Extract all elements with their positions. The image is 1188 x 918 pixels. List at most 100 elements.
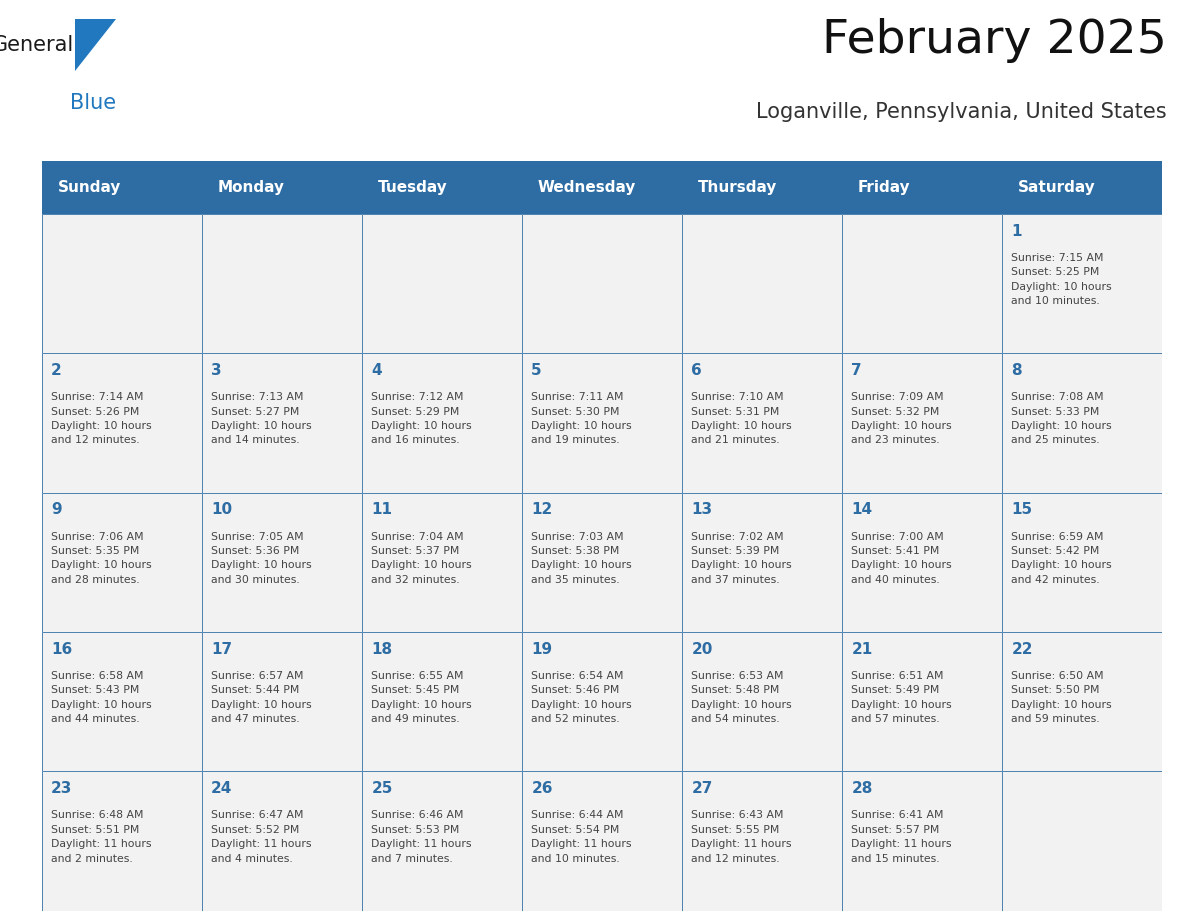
Text: 26: 26 — [531, 781, 552, 796]
Text: 15: 15 — [1011, 502, 1032, 518]
FancyBboxPatch shape — [522, 214, 682, 353]
Text: 19: 19 — [531, 642, 552, 656]
Text: Sunrise: 7:05 AM
Sunset: 5:36 PM
Daylight: 10 hours
and 30 minutes.: Sunrise: 7:05 AM Sunset: 5:36 PM Dayligh… — [211, 532, 311, 585]
FancyBboxPatch shape — [42, 493, 202, 632]
Text: Sunrise: 6:51 AM
Sunset: 5:49 PM
Daylight: 10 hours
and 57 minutes.: Sunrise: 6:51 AM Sunset: 5:49 PM Dayligh… — [852, 671, 952, 724]
Text: 20: 20 — [691, 642, 713, 656]
Text: 5: 5 — [531, 363, 542, 378]
Text: Monday: Monday — [217, 180, 285, 195]
FancyBboxPatch shape — [202, 771, 361, 911]
Polygon shape — [75, 19, 116, 71]
Text: 22: 22 — [1011, 642, 1032, 656]
FancyBboxPatch shape — [42, 632, 202, 771]
Text: Sunrise: 6:50 AM
Sunset: 5:50 PM
Daylight: 10 hours
and 59 minutes.: Sunrise: 6:50 AM Sunset: 5:50 PM Dayligh… — [1011, 671, 1112, 724]
FancyBboxPatch shape — [361, 493, 522, 632]
Text: February 2025: February 2025 — [822, 17, 1167, 62]
FancyBboxPatch shape — [682, 214, 842, 353]
Text: Sunrise: 6:58 AM
Sunset: 5:43 PM
Daylight: 10 hours
and 44 minutes.: Sunrise: 6:58 AM Sunset: 5:43 PM Dayligh… — [51, 671, 152, 724]
Text: Sunrise: 6:57 AM
Sunset: 5:44 PM
Daylight: 10 hours
and 47 minutes.: Sunrise: 6:57 AM Sunset: 5:44 PM Dayligh… — [211, 671, 311, 724]
Text: 24: 24 — [211, 781, 233, 796]
Text: Friday: Friday — [858, 180, 910, 195]
Text: 28: 28 — [852, 781, 873, 796]
Text: Sunrise: 7:13 AM
Sunset: 5:27 PM
Daylight: 10 hours
and 14 minutes.: Sunrise: 7:13 AM Sunset: 5:27 PM Dayligh… — [211, 392, 311, 445]
FancyBboxPatch shape — [42, 353, 202, 493]
Text: Sunrise: 7:12 AM
Sunset: 5:29 PM
Daylight: 10 hours
and 16 minutes.: Sunrise: 7:12 AM Sunset: 5:29 PM Dayligh… — [372, 392, 472, 445]
Text: Sunrise: 6:53 AM
Sunset: 5:48 PM
Daylight: 10 hours
and 54 minutes.: Sunrise: 6:53 AM Sunset: 5:48 PM Dayligh… — [691, 671, 792, 724]
Text: 11: 11 — [372, 502, 392, 518]
FancyBboxPatch shape — [1001, 632, 1162, 771]
Text: Tuesday: Tuesday — [378, 180, 448, 195]
Text: 10: 10 — [211, 502, 233, 518]
FancyBboxPatch shape — [202, 214, 361, 353]
Text: 23: 23 — [51, 781, 72, 796]
Text: Sunrise: 7:09 AM
Sunset: 5:32 PM
Daylight: 10 hours
and 23 minutes.: Sunrise: 7:09 AM Sunset: 5:32 PM Dayligh… — [852, 392, 952, 445]
Text: Sunrise: 6:48 AM
Sunset: 5:51 PM
Daylight: 11 hours
and 2 minutes.: Sunrise: 6:48 AM Sunset: 5:51 PM Dayligh… — [51, 811, 152, 864]
FancyBboxPatch shape — [1001, 771, 1162, 911]
Text: Sunrise: 6:43 AM
Sunset: 5:55 PM
Daylight: 11 hours
and 12 minutes.: Sunrise: 6:43 AM Sunset: 5:55 PM Dayligh… — [691, 811, 792, 864]
Text: Sunrise: 7:10 AM
Sunset: 5:31 PM
Daylight: 10 hours
and 21 minutes.: Sunrise: 7:10 AM Sunset: 5:31 PM Dayligh… — [691, 392, 792, 445]
FancyBboxPatch shape — [682, 632, 842, 771]
Text: Sunrise: 6:59 AM
Sunset: 5:42 PM
Daylight: 10 hours
and 42 minutes.: Sunrise: 6:59 AM Sunset: 5:42 PM Dayligh… — [1011, 532, 1112, 585]
Text: Sunrise: 7:14 AM
Sunset: 5:26 PM
Daylight: 10 hours
and 12 minutes.: Sunrise: 7:14 AM Sunset: 5:26 PM Dayligh… — [51, 392, 152, 445]
Text: 25: 25 — [372, 781, 393, 796]
Text: Sunrise: 6:44 AM
Sunset: 5:54 PM
Daylight: 11 hours
and 10 minutes.: Sunrise: 6:44 AM Sunset: 5:54 PM Dayligh… — [531, 811, 632, 864]
Text: Sunrise: 7:00 AM
Sunset: 5:41 PM
Daylight: 10 hours
and 40 minutes.: Sunrise: 7:00 AM Sunset: 5:41 PM Dayligh… — [852, 532, 952, 585]
Text: Sunrise: 7:08 AM
Sunset: 5:33 PM
Daylight: 10 hours
and 25 minutes.: Sunrise: 7:08 AM Sunset: 5:33 PM Dayligh… — [1011, 392, 1112, 445]
FancyBboxPatch shape — [842, 214, 1001, 353]
FancyBboxPatch shape — [202, 353, 361, 493]
Text: 4: 4 — [372, 363, 381, 378]
Text: Sunday: Sunday — [57, 180, 121, 195]
FancyBboxPatch shape — [522, 353, 682, 493]
FancyBboxPatch shape — [682, 771, 842, 911]
Text: Loganville, Pennsylvania, United States: Loganville, Pennsylvania, United States — [756, 103, 1167, 122]
Text: 16: 16 — [51, 642, 72, 656]
FancyBboxPatch shape — [522, 632, 682, 771]
Text: 3: 3 — [211, 363, 222, 378]
FancyBboxPatch shape — [42, 771, 202, 911]
FancyBboxPatch shape — [1001, 353, 1162, 493]
Text: 18: 18 — [372, 642, 392, 656]
Text: Sunrise: 6:54 AM
Sunset: 5:46 PM
Daylight: 10 hours
and 52 minutes.: Sunrise: 6:54 AM Sunset: 5:46 PM Dayligh… — [531, 671, 632, 724]
FancyBboxPatch shape — [842, 632, 1001, 771]
Text: 21: 21 — [852, 642, 873, 656]
FancyBboxPatch shape — [522, 771, 682, 911]
Text: 17: 17 — [211, 642, 233, 656]
Text: Saturday: Saturday — [1018, 180, 1095, 195]
FancyBboxPatch shape — [522, 493, 682, 632]
Text: Sunrise: 7:04 AM
Sunset: 5:37 PM
Daylight: 10 hours
and 32 minutes.: Sunrise: 7:04 AM Sunset: 5:37 PM Dayligh… — [372, 532, 472, 585]
FancyBboxPatch shape — [42, 161, 1162, 214]
Text: 6: 6 — [691, 363, 702, 378]
Text: Sunrise: 6:46 AM
Sunset: 5:53 PM
Daylight: 11 hours
and 7 minutes.: Sunrise: 6:46 AM Sunset: 5:53 PM Dayligh… — [372, 811, 472, 864]
Text: Blue: Blue — [70, 93, 116, 113]
Text: 27: 27 — [691, 781, 713, 796]
Text: General: General — [0, 35, 74, 55]
Text: Sunrise: 6:55 AM
Sunset: 5:45 PM
Daylight: 10 hours
and 49 minutes.: Sunrise: 6:55 AM Sunset: 5:45 PM Dayligh… — [372, 671, 472, 724]
FancyBboxPatch shape — [361, 214, 522, 353]
FancyBboxPatch shape — [682, 353, 842, 493]
Text: Sunrise: 6:41 AM
Sunset: 5:57 PM
Daylight: 11 hours
and 15 minutes.: Sunrise: 6:41 AM Sunset: 5:57 PM Dayligh… — [852, 811, 952, 864]
Text: 7: 7 — [852, 363, 862, 378]
FancyBboxPatch shape — [361, 771, 522, 911]
FancyBboxPatch shape — [842, 493, 1001, 632]
Text: Sunrise: 7:11 AM
Sunset: 5:30 PM
Daylight: 10 hours
and 19 minutes.: Sunrise: 7:11 AM Sunset: 5:30 PM Dayligh… — [531, 392, 632, 445]
FancyBboxPatch shape — [1001, 214, 1162, 353]
Text: Sunrise: 7:15 AM
Sunset: 5:25 PM
Daylight: 10 hours
and 10 minutes.: Sunrise: 7:15 AM Sunset: 5:25 PM Dayligh… — [1011, 253, 1112, 306]
Text: 12: 12 — [531, 502, 552, 518]
FancyBboxPatch shape — [1001, 493, 1162, 632]
FancyBboxPatch shape — [361, 632, 522, 771]
FancyBboxPatch shape — [842, 353, 1001, 493]
Text: 8: 8 — [1011, 363, 1022, 378]
Text: 14: 14 — [852, 502, 872, 518]
Text: Sunrise: 7:06 AM
Sunset: 5:35 PM
Daylight: 10 hours
and 28 minutes.: Sunrise: 7:06 AM Sunset: 5:35 PM Dayligh… — [51, 532, 152, 585]
Text: Wednesday: Wednesday — [538, 180, 636, 195]
FancyBboxPatch shape — [682, 493, 842, 632]
Text: Sunrise: 6:47 AM
Sunset: 5:52 PM
Daylight: 11 hours
and 4 minutes.: Sunrise: 6:47 AM Sunset: 5:52 PM Dayligh… — [211, 811, 311, 864]
Text: Sunrise: 7:03 AM
Sunset: 5:38 PM
Daylight: 10 hours
and 35 minutes.: Sunrise: 7:03 AM Sunset: 5:38 PM Dayligh… — [531, 532, 632, 585]
Text: 1: 1 — [1011, 224, 1022, 239]
Text: 9: 9 — [51, 502, 62, 518]
FancyBboxPatch shape — [842, 771, 1001, 911]
FancyBboxPatch shape — [202, 493, 361, 632]
FancyBboxPatch shape — [202, 632, 361, 771]
FancyBboxPatch shape — [42, 214, 202, 353]
Text: Sunrise: 7:02 AM
Sunset: 5:39 PM
Daylight: 10 hours
and 37 minutes.: Sunrise: 7:02 AM Sunset: 5:39 PM Dayligh… — [691, 532, 792, 585]
